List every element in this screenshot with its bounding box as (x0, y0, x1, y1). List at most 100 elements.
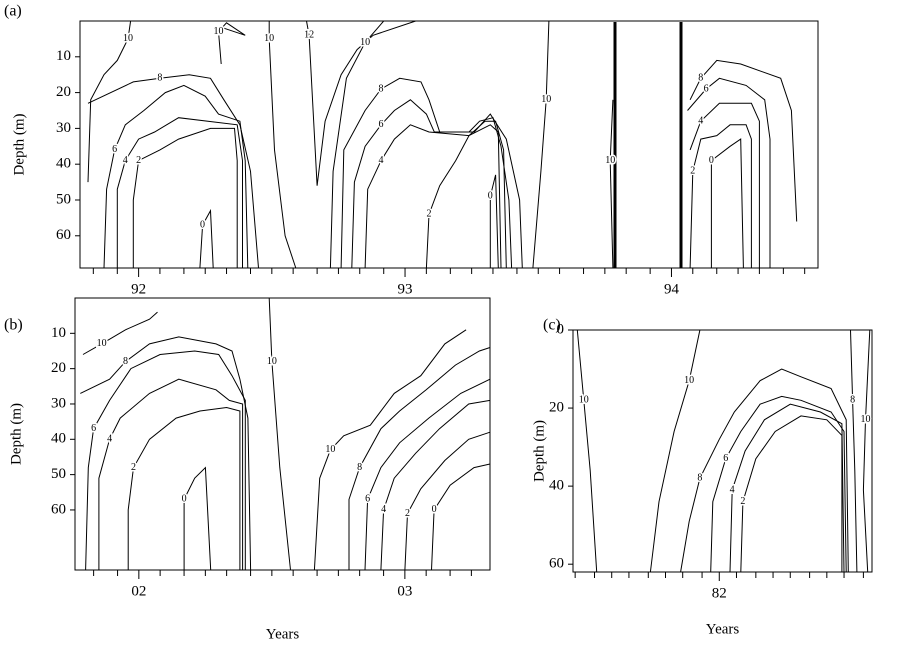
y-tick-label: 40 (51, 431, 66, 447)
y-tick-label: 30 (56, 120, 71, 136)
contour-line (306, 20, 416, 186)
contour-line (132, 127, 238, 268)
contour-line (404, 431, 491, 571)
contour-label: 0 (432, 504, 437, 515)
contour-line (364, 120, 507, 269)
x-tick-label: 03 (397, 583, 412, 599)
contour-line (82, 311, 158, 355)
y-tick-label: 50 (51, 466, 66, 482)
contour-line (98, 378, 244, 570)
x-axis-label: Years (266, 626, 300, 642)
contour-line (576, 329, 598, 573)
contour-label: 10 (123, 33, 133, 44)
y-axis-label: Depth (m) (11, 113, 27, 175)
contour-line (850, 329, 858, 573)
contour-line (199, 208, 214, 269)
y-tick-label: 30 (51, 395, 66, 411)
contour-line (689, 124, 752, 269)
contour-label: 2 (405, 508, 410, 519)
contour-line (116, 117, 243, 268)
contour-label: 8 (698, 73, 703, 84)
y-axis-label: Depth (m) (8, 403, 24, 465)
x-tick-label: 92 (131, 281, 146, 297)
x-tick-label: 93 (398, 281, 413, 297)
contour-label: 0 (709, 155, 714, 166)
contour-line (183, 466, 212, 571)
contour-label: 6 (379, 119, 384, 130)
contour-label: 0 (182, 494, 187, 505)
contour-label: 10 (605, 155, 615, 166)
contour-line (740, 415, 843, 573)
contour-label: 0 (200, 219, 205, 230)
contour-line (532, 20, 550, 269)
y-tick-label: 60 (549, 556, 564, 572)
contour-label: 8 (357, 462, 362, 473)
contour-line (380, 399, 491, 571)
plot-frame (572, 329, 873, 573)
x-axis-label: Years (706, 621, 740, 637)
contour-label: 10 (684, 375, 694, 386)
contour-label: 12 (304, 30, 314, 41)
contour-line (680, 368, 849, 573)
contour-label: 4 (381, 504, 386, 515)
contour-label: 10 (579, 395, 589, 406)
contour-label: 4 (123, 155, 128, 166)
contour-label: 2 (690, 166, 695, 177)
contour-line (217, 22, 246, 65)
x-tick-label: 02 (131, 583, 146, 599)
contour-label: 2 (131, 462, 136, 473)
y-tick-label: 10 (56, 48, 71, 64)
contour-label: 4 (730, 484, 735, 495)
contour-label: 4 (107, 434, 112, 445)
contour-label: 10 (264, 33, 274, 44)
contour-line (431, 463, 491, 571)
contour-line (689, 59, 798, 222)
contour-line (351, 99, 513, 269)
panel-title: (b) (4, 317, 23, 334)
contour-label: 6 (365, 494, 370, 505)
y-tick-label: 40 (56, 156, 71, 172)
y-tick-label: 40 (549, 478, 564, 494)
contour-label: 8 (379, 83, 384, 94)
contour-label: 10 (214, 26, 224, 37)
x-tick-label: 94 (664, 281, 680, 297)
contour-label: 6 (91, 423, 96, 434)
contour-label: 10 (325, 444, 335, 455)
contour-label: 6 (704, 83, 709, 94)
contour-label: 2 (427, 209, 432, 220)
contour-line (649, 329, 701, 573)
contour-line (340, 77, 523, 269)
y-axis-label: Depth (m) (531, 420, 547, 482)
y-tick-label: 20 (56, 84, 71, 100)
contour-label: 2 (136, 155, 141, 166)
contour-label: 6 (112, 144, 117, 155)
contour-line (329, 20, 385, 269)
y-tick-label: 10 (51, 325, 66, 341)
contour-line (364, 378, 491, 571)
contour-line (103, 84, 249, 269)
contour-label: 4 (698, 116, 703, 127)
contour-label: 10 (267, 356, 277, 367)
contour-line (687, 77, 771, 268)
contour-label: 8 (697, 473, 702, 484)
contour-line (85, 350, 246, 571)
contour-label: 10 (360, 37, 370, 48)
contour-label: 4 (379, 155, 384, 166)
contour-label: 8 (850, 395, 855, 406)
contour-line (689, 102, 760, 268)
contour-label: 6 (723, 453, 728, 464)
contour-label: 10 (861, 414, 871, 425)
contour-line (348, 347, 491, 570)
contour-label: 10 (541, 94, 551, 105)
contour-label: 2 (740, 496, 745, 507)
panel-title: (c) (543, 317, 561, 334)
contour-label: 8 (123, 356, 128, 367)
plot-frame (74, 297, 491, 571)
contour-line (313, 329, 467, 571)
contour-line (268, 297, 291, 571)
y-tick-label: 20 (51, 360, 66, 376)
contour-label: 0 (488, 191, 493, 202)
panel-title: (a) (4, 3, 22, 20)
plot-frame (79, 20, 819, 269)
